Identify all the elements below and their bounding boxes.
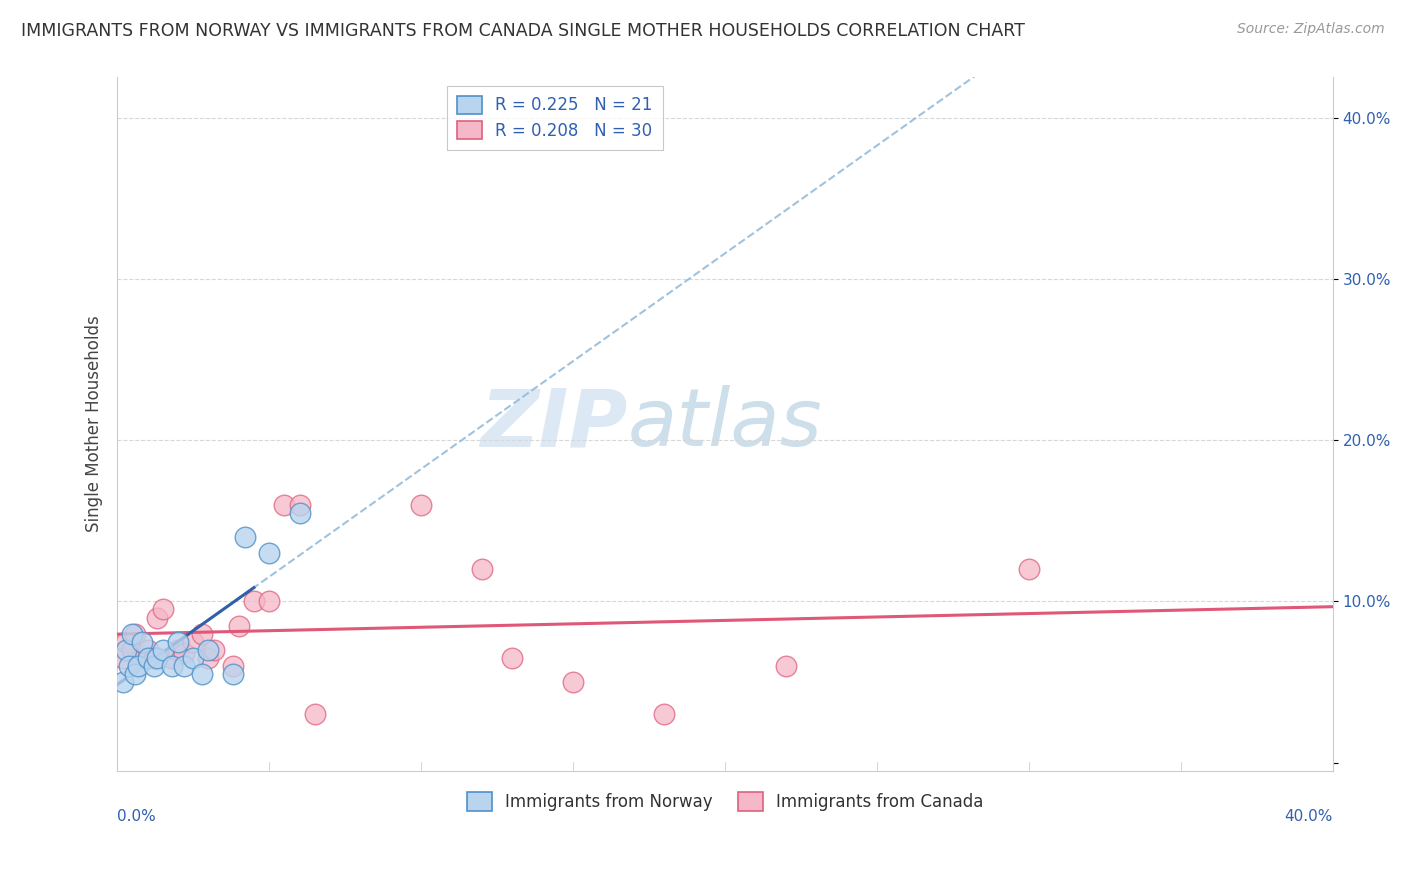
Point xyxy=(197,642,219,657)
Point xyxy=(173,646,195,660)
Point xyxy=(152,602,174,616)
Point xyxy=(652,707,675,722)
Point xyxy=(233,530,256,544)
Point xyxy=(191,667,214,681)
Point xyxy=(115,634,138,648)
Legend: Immigrants from Norway, Immigrants from Canada: Immigrants from Norway, Immigrants from … xyxy=(460,786,990,818)
Point xyxy=(173,659,195,673)
Point xyxy=(121,626,143,640)
Point xyxy=(471,562,494,576)
Y-axis label: Single Mother Households: Single Mother Households xyxy=(86,316,103,533)
Text: IMMIGRANTS FROM NORWAY VS IMMIGRANTS FROM CANADA SINGLE MOTHER HOUSEHOLDS CORREL: IMMIGRANTS FROM NORWAY VS IMMIGRANTS FRO… xyxy=(21,22,1025,40)
Text: ZIP: ZIP xyxy=(481,385,627,463)
Point xyxy=(409,498,432,512)
Point xyxy=(228,618,250,632)
Point xyxy=(124,626,146,640)
Point xyxy=(160,659,183,673)
Point xyxy=(136,642,159,657)
Text: 40.0%: 40.0% xyxy=(1285,809,1333,824)
Point xyxy=(197,650,219,665)
Point xyxy=(191,626,214,640)
Point xyxy=(167,642,190,657)
Point xyxy=(136,650,159,665)
Point xyxy=(118,659,141,673)
Point xyxy=(145,610,167,624)
Point xyxy=(124,667,146,681)
Point xyxy=(257,546,280,560)
Point xyxy=(142,650,165,665)
Point xyxy=(112,650,135,665)
Point xyxy=(273,498,295,512)
Point xyxy=(112,675,135,690)
Point xyxy=(181,634,204,648)
Point xyxy=(288,498,311,512)
Point xyxy=(204,642,226,657)
Point xyxy=(142,659,165,673)
Point xyxy=(288,506,311,520)
Point xyxy=(152,642,174,657)
Point xyxy=(257,594,280,608)
Point xyxy=(221,667,243,681)
Text: atlas: atlas xyxy=(627,385,823,463)
Text: Source: ZipAtlas.com: Source: ZipAtlas.com xyxy=(1237,22,1385,37)
Point xyxy=(145,650,167,665)
Point xyxy=(115,642,138,657)
Point xyxy=(121,642,143,657)
Point xyxy=(775,659,797,673)
Point xyxy=(167,634,190,648)
Point xyxy=(501,650,523,665)
Point xyxy=(304,707,326,722)
Text: 0.0%: 0.0% xyxy=(117,809,156,824)
Point xyxy=(243,594,266,608)
Point xyxy=(131,634,153,648)
Point xyxy=(221,659,243,673)
Point xyxy=(160,650,183,665)
Point xyxy=(181,650,204,665)
Point xyxy=(131,650,153,665)
Point xyxy=(1018,562,1040,576)
Point xyxy=(562,675,585,690)
Point xyxy=(127,659,149,673)
